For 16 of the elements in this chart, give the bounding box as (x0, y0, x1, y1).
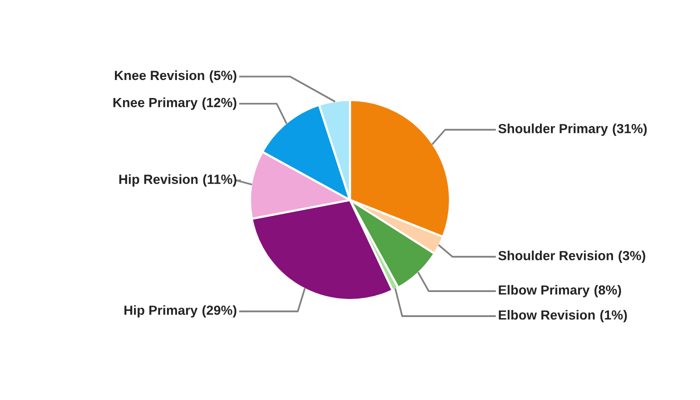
data-label: (11%) (203, 174, 236, 187)
slice-label: Knee Revision (114, 70, 204, 80)
data-label: (31%) (612, 124, 647, 136)
slice-label: Elbow Primary (498, 284, 590, 298)
data-label: (29%) (202, 305, 236, 318)
slice-label: Shoulder Revision (498, 250, 614, 260)
slice-label: Hip Revision (119, 174, 198, 187)
slice-label: Knee Primary (113, 98, 198, 110)
data-label: (1%) (600, 310, 627, 322)
data-label: (12%) (202, 98, 236, 110)
slice-label: Elbow Revision (498, 310, 595, 320)
data-label: (5%) (210, 70, 236, 83)
data-label: (8%) (594, 284, 622, 298)
slice-label: Shoulder Primary (498, 124, 608, 136)
slice-label: Hip Primary (124, 305, 198, 318)
data-label: (3%) (618, 250, 646, 263)
